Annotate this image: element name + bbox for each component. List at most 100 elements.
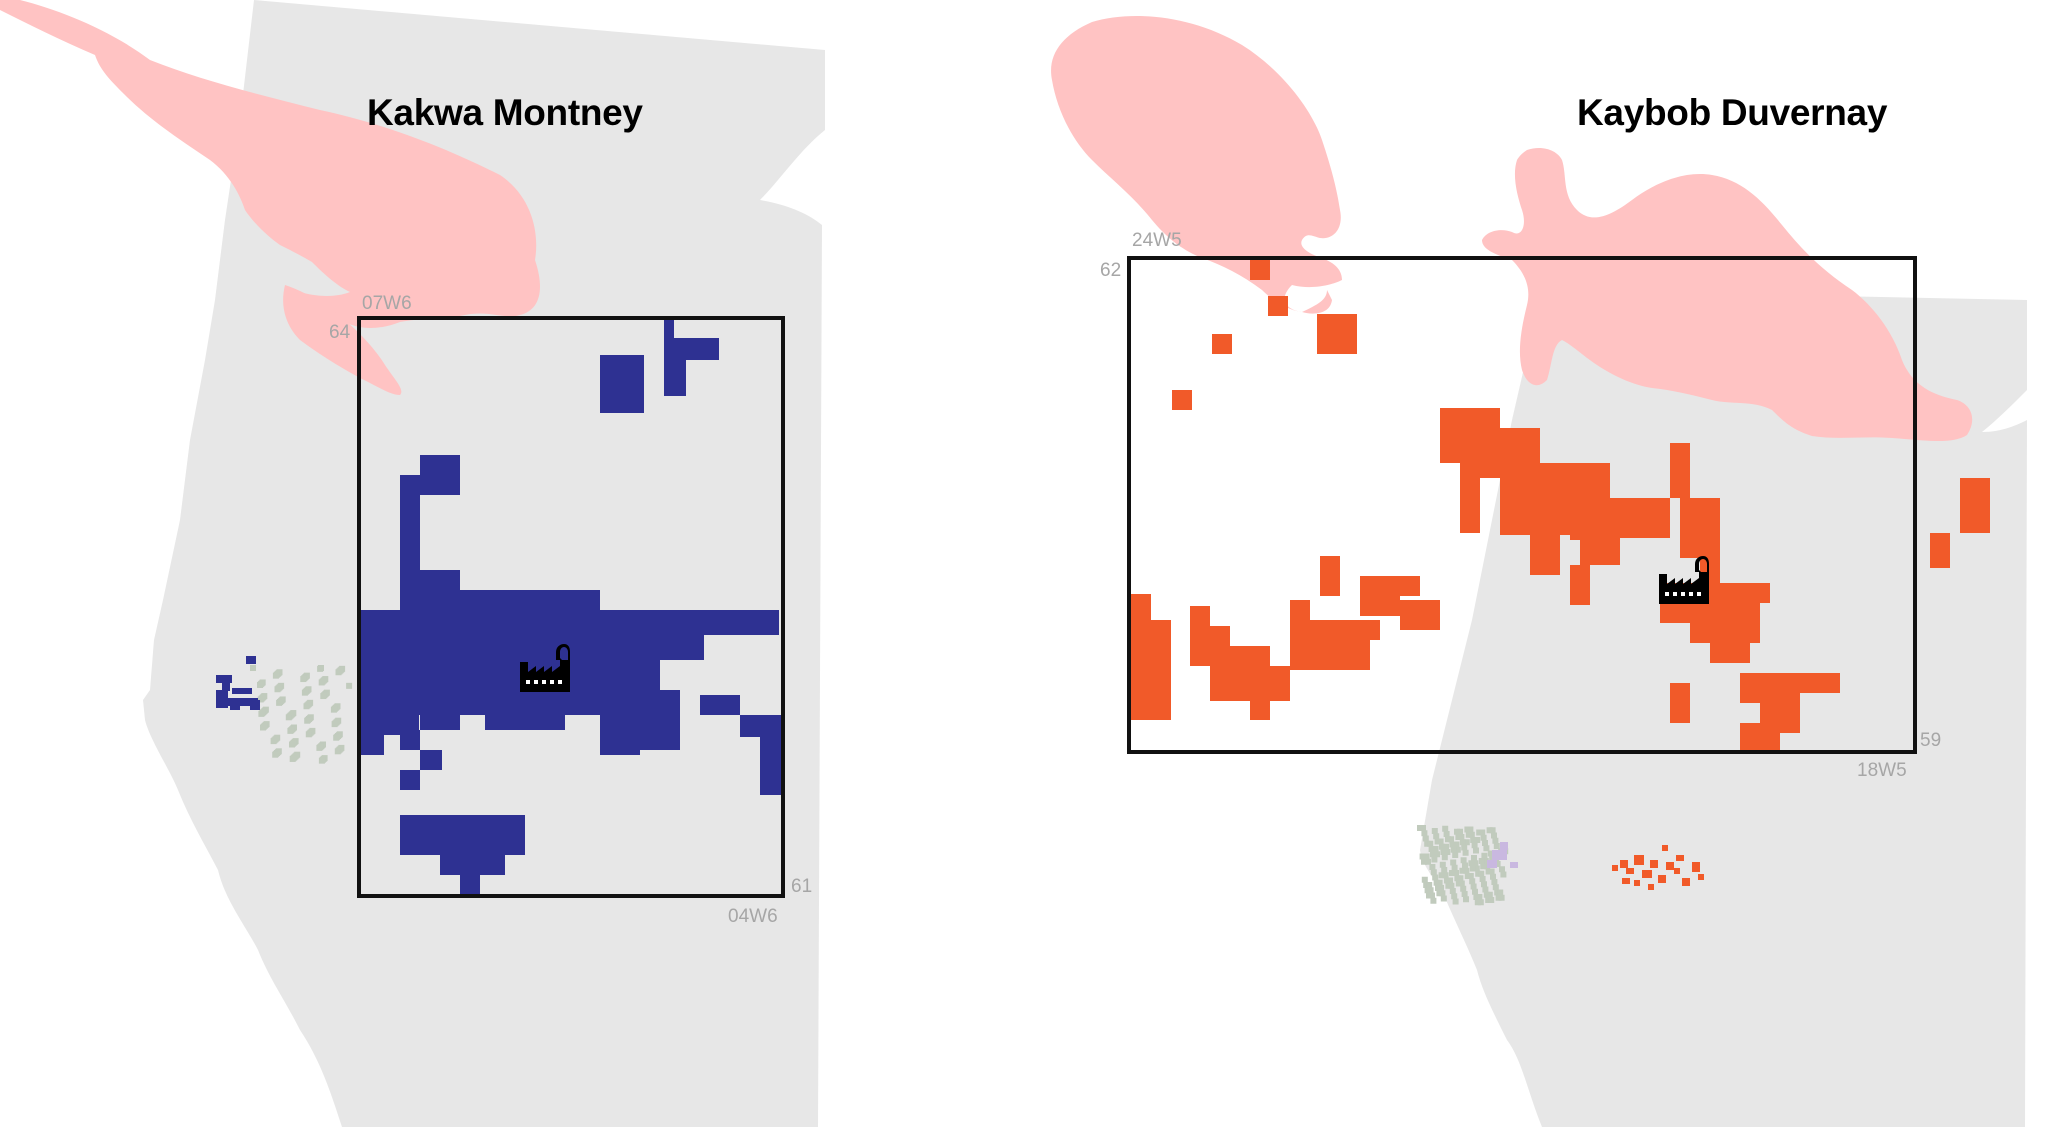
other-play-block xyxy=(331,721,338,728)
other-play-block xyxy=(1440,895,1447,902)
other-play-block xyxy=(1438,872,1445,879)
other-play-block xyxy=(1431,856,1438,863)
other-play-block xyxy=(1449,841,1456,848)
frame-top-township-label: 62 xyxy=(1100,260,1122,281)
land-block xyxy=(664,356,686,396)
montney-inset-block xyxy=(1500,842,1508,850)
land-block xyxy=(1400,600,1440,630)
other-play-block xyxy=(1449,888,1456,894)
other-play-block xyxy=(333,734,340,741)
other-play-block xyxy=(1449,870,1455,876)
other-play-block xyxy=(1459,867,1466,874)
land-block xyxy=(640,690,680,710)
montney-inset-block xyxy=(250,700,260,710)
other-play-block xyxy=(1463,867,1470,874)
other-play-block xyxy=(1498,894,1505,901)
other-play-block xyxy=(1497,889,1504,896)
other-play-block xyxy=(287,727,294,734)
other-play-block xyxy=(318,757,325,764)
other-play-block xyxy=(1492,837,1499,844)
other-play-block xyxy=(1454,846,1461,853)
land-block xyxy=(1290,640,1370,670)
duvernay-inset-block xyxy=(1634,880,1640,886)
other-play-block xyxy=(272,751,279,758)
other-play-block xyxy=(1486,827,1493,834)
land-block xyxy=(1740,723,1780,753)
land-block xyxy=(1172,390,1192,410)
duvernay-inset-block xyxy=(1692,862,1700,872)
gas-plant-icon xyxy=(1659,556,1709,604)
other-play-block xyxy=(276,699,283,706)
land-block xyxy=(600,660,640,755)
land-block xyxy=(1320,556,1340,596)
other-play-block xyxy=(1486,891,1493,898)
other-play-block xyxy=(1428,846,1435,852)
other-play-block xyxy=(1485,897,1492,903)
other-play-block xyxy=(305,731,312,738)
other-play-block xyxy=(1491,879,1498,885)
land-block xyxy=(1690,603,1760,643)
other-play-block xyxy=(1468,831,1475,838)
land-block xyxy=(600,640,640,660)
other-play-block xyxy=(1482,858,1489,864)
other-play-block xyxy=(1430,897,1437,904)
land-block xyxy=(400,770,420,790)
other-play-block xyxy=(1451,893,1458,900)
other-play-block xyxy=(1424,887,1431,894)
other-play-block xyxy=(1475,870,1482,877)
duvernay-inset-block xyxy=(1674,868,1680,874)
other-play-block xyxy=(1493,843,1500,849)
land-block xyxy=(640,710,680,750)
other-play-block xyxy=(1427,840,1434,847)
other-play-block xyxy=(289,755,296,762)
land-block xyxy=(1210,666,1280,701)
province-land xyxy=(143,0,825,1127)
other-play-block xyxy=(1450,859,1457,866)
other-play-block xyxy=(1443,843,1449,850)
other-play-block xyxy=(1482,840,1488,846)
other-play-block xyxy=(1452,898,1459,905)
other-play-block xyxy=(303,703,310,710)
land-block xyxy=(359,610,779,635)
other-play-block xyxy=(1432,874,1439,881)
land-block xyxy=(1212,334,1232,354)
other-play-block xyxy=(334,748,341,755)
other-play-block xyxy=(317,665,324,672)
land-block xyxy=(600,355,644,413)
other-play-block xyxy=(1433,833,1440,840)
frame-top-range-label: 07W6 xyxy=(362,293,412,314)
other-play-block xyxy=(1424,840,1431,847)
land-block xyxy=(400,730,420,750)
land-block xyxy=(1800,673,1840,693)
other-play-block xyxy=(1462,849,1469,856)
other-play-block xyxy=(346,682,353,689)
lake-tail xyxy=(283,285,402,395)
other-plays-cluster xyxy=(216,656,353,764)
other-play-block xyxy=(272,672,279,679)
other-play-block xyxy=(1439,843,1445,850)
montney-inset-block xyxy=(1492,850,1507,860)
other-play-block xyxy=(1474,837,1481,843)
other-play-block xyxy=(1459,839,1466,846)
land-block xyxy=(640,650,660,695)
land-block xyxy=(1268,296,1288,316)
other-play-block xyxy=(1453,870,1459,876)
other-play-block xyxy=(1470,883,1477,890)
frame-top-range-label: 24W5 xyxy=(1132,230,1182,251)
other-play-block xyxy=(1460,885,1467,892)
other-play-block xyxy=(1478,858,1485,864)
other-play-block xyxy=(1479,829,1486,836)
montney-inset-block xyxy=(230,700,240,710)
other-play-block xyxy=(316,744,323,751)
land-block xyxy=(485,695,565,730)
other-play-block xyxy=(258,710,265,717)
other-play-block xyxy=(257,682,263,688)
duvernay-inset-block xyxy=(1634,855,1644,865)
other-play-block xyxy=(1485,868,1492,875)
duvernay-inset-block xyxy=(1642,870,1652,878)
other-play-block xyxy=(1427,887,1434,894)
other-play-block xyxy=(1487,850,1494,857)
other-play-block xyxy=(301,689,308,696)
land-block xyxy=(740,715,782,737)
other-play-block xyxy=(1434,851,1440,858)
